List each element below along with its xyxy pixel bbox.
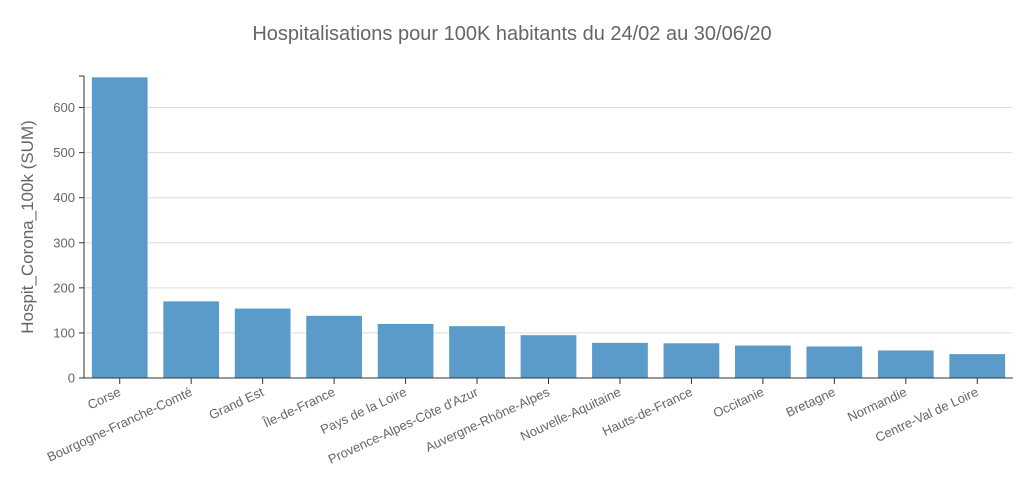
x-tick-label: Corse [85,384,123,412]
y-tick-label: 200 [53,280,75,295]
y-tick-label: 400 [53,190,75,205]
bar[interactable] [91,77,148,379]
y-tick-label: 300 [53,235,75,250]
axes [79,75,1013,384]
bar[interactable] [163,301,220,378]
y-tick-label: 100 [53,325,75,340]
gridlines [84,107,1013,334]
bar[interactable] [306,315,362,378]
y-tick-labels: 0 100 200 300 400 500 600 [53,100,75,385]
bar[interactable] [234,308,291,378]
x-tick-label: Occitanie [711,384,766,421]
y-tick-label: 600 [53,100,75,115]
bars [91,77,1006,379]
bar[interactable] [592,342,648,378]
bar[interactable] [877,350,934,378]
y-axis-label: Hospit_Corona_100k (SUM) [18,120,37,334]
bar[interactable] [663,343,720,378]
bar[interactable] [735,345,791,378]
bar[interactable] [949,354,1006,378]
y-tick-label: 0 [68,371,75,386]
bar[interactable] [449,326,505,378]
x-tick-label: Bretagne [783,384,837,420]
bar[interactable] [806,346,863,378]
chart-title: Hospitalisations pour 100K habitants du … [252,23,771,45]
bar[interactable] [520,335,577,378]
x-tick-label: Grand Est [207,384,267,422]
bar[interactable] [377,323,434,378]
x-tick-label: Auvergne-Rhône-Alpes [423,384,552,455]
y-tick-label: 500 [53,145,75,160]
